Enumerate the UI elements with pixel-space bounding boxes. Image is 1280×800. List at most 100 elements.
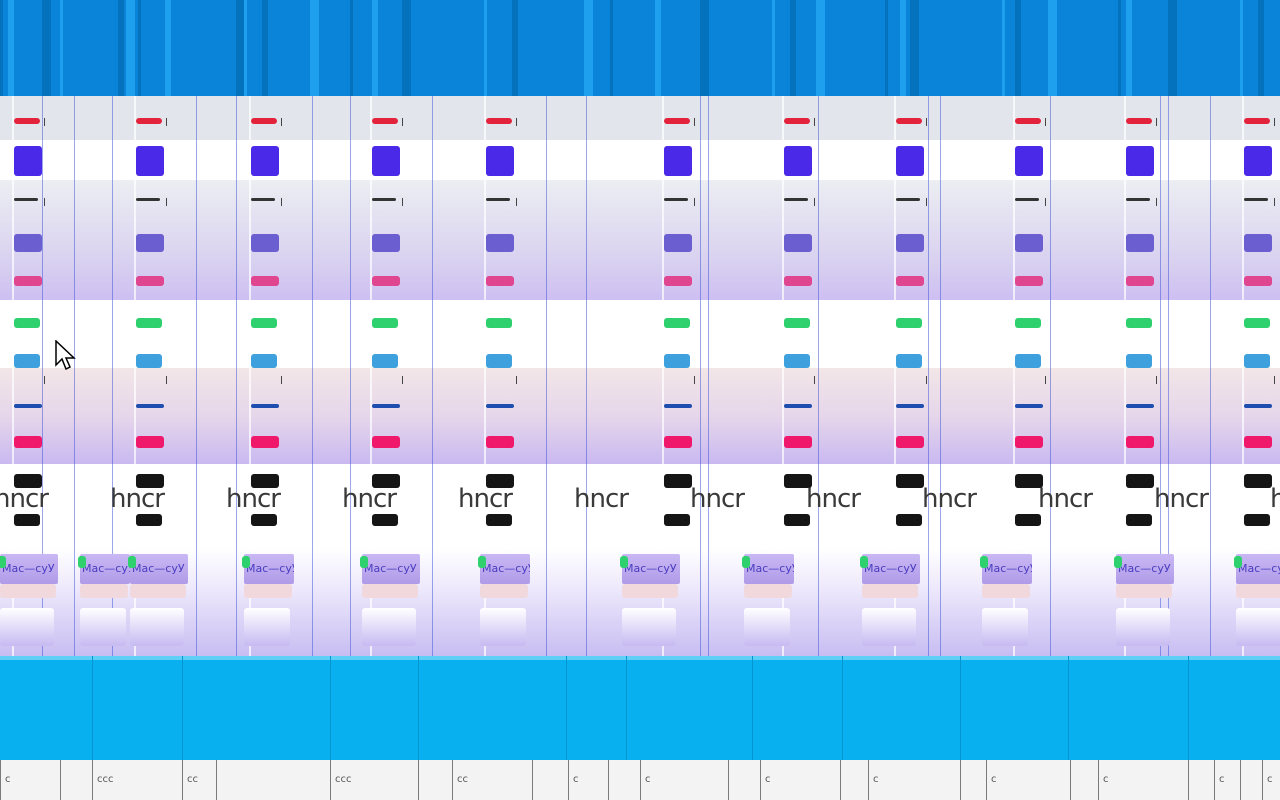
glitch-mark	[251, 318, 277, 328]
glitch-chip-base	[982, 584, 1030, 598]
top-stripe	[165, 0, 171, 96]
glitch-line	[196, 96, 197, 656]
glitch-mark	[664, 234, 692, 252]
glitch-chip-flag	[128, 556, 136, 568]
glitch-divider	[662, 96, 664, 656]
glitch-mark	[896, 404, 924, 408]
glitch-divider	[12, 96, 14, 656]
glitch-line	[112, 96, 113, 656]
glitch-chip: Мас—суУ	[80, 554, 130, 584]
top-stripe	[700, 0, 709, 96]
glitch-tick	[1156, 118, 1157, 126]
glitch-line	[1050, 96, 1051, 656]
glitch-mark	[784, 276, 812, 286]
glitch-chip-shadow	[982, 608, 1028, 646]
glitch-divider	[484, 96, 486, 656]
glitch-chip-flag	[478, 556, 486, 568]
taskbar-segment: c	[868, 760, 879, 800]
glitch-ghost-text: hncr	[1270, 484, 1280, 514]
glitch-ghost-text: hncr	[226, 484, 281, 514]
top-stripe	[350, 0, 353, 96]
glitch-line	[432, 96, 433, 656]
glitch-mark	[14, 118, 40, 124]
glitch-mark	[664, 404, 692, 408]
glitch-chip: Мас—суУ	[1116, 554, 1174, 584]
glitch-ghost-text: hncr	[806, 484, 861, 514]
glitch-mark	[136, 404, 164, 408]
glitch-mark	[14, 146, 42, 176]
glitch-mark	[664, 146, 692, 176]
glitch-mark	[896, 234, 924, 252]
top-stripe	[900, 0, 906, 96]
glitch-row-bg	[0, 300, 1280, 368]
top-stripe	[790, 0, 796, 96]
glitch-mark	[664, 118, 690, 124]
glitch-chip: Мас—суУ	[0, 554, 58, 584]
glitch-chip-shadow	[862, 608, 916, 646]
taskbar-segment-label: cc	[457, 774, 468, 785]
top-stripe	[310, 0, 319, 96]
glitch-mark	[1244, 404, 1272, 408]
glitch-chip-base	[1116, 584, 1172, 598]
glitch-area: hncr hncr hncr hncr hncr hncr hncr hncr hncr hncr…	[0, 96, 1280, 656]
bottom-band	[0, 656, 1280, 760]
bottom-stripe	[1188, 656, 1189, 760]
top-stripe	[885, 0, 888, 96]
glitch-mark	[1244, 146, 1272, 176]
glitch-divider	[894, 96, 896, 656]
glitch-mark	[136, 234, 164, 252]
top-stripe	[402, 0, 411, 96]
bottom-stripe	[960, 656, 961, 760]
glitch-mark	[486, 354, 512, 368]
top-stripe	[126, 0, 135, 96]
glitch-mark	[784, 354, 810, 368]
glitch-tick	[402, 118, 403, 126]
glitch-mark	[486, 146, 514, 176]
glitch-line	[42, 96, 43, 656]
glitch-tick	[694, 376, 695, 384]
glitch-mark	[1126, 474, 1154, 488]
glitch-tick	[926, 376, 927, 384]
glitch-mark	[1126, 276, 1154, 286]
glitch-chip-shadow	[80, 608, 126, 646]
glitch-mark	[784, 234, 812, 252]
taskbar-segment: ccc	[92, 760, 114, 800]
taskbar-segment: ccc	[330, 760, 352, 800]
glitch-tick	[281, 376, 282, 384]
glitch-chip-base	[130, 584, 186, 598]
top-stripe	[910, 0, 919, 96]
top-stripe	[610, 0, 613, 96]
glitch-mark	[14, 514, 40, 526]
glitch-tick	[1156, 198, 1157, 206]
glitch-divider	[1242, 96, 1244, 656]
glitch-mark	[896, 198, 920, 201]
glitch-tick	[402, 198, 403, 206]
glitch-mark	[14, 234, 42, 252]
taskbar-segment: c	[1214, 760, 1225, 800]
glitch-mark	[372, 514, 398, 526]
glitch-chip-flag	[1234, 556, 1242, 568]
glitch-mark	[1244, 318, 1270, 328]
taskbar-segment-label: ccc	[335, 774, 352, 785]
glitch-mark	[1015, 198, 1039, 201]
glitch-mark	[486, 198, 510, 201]
glitch-ghost-text: hncr	[574, 484, 629, 514]
glitch-line	[1160, 96, 1161, 656]
taskbar-segment	[216, 760, 221, 800]
glitch-line	[700, 96, 701, 656]
glitch-line	[586, 96, 587, 656]
glitch-line	[928, 96, 929, 656]
glitch-divider	[370, 96, 372, 656]
glitch-divider	[1013, 96, 1015, 656]
bottom-stripe	[842, 656, 843, 760]
glitch-mark	[251, 276, 279, 286]
glitch-tick	[1045, 118, 1046, 126]
glitch-chip-shadow	[1236, 608, 1280, 646]
glitch-mark	[372, 146, 400, 176]
glitch-mark	[251, 474, 279, 488]
glitch-ghost-text: hncr	[458, 484, 513, 514]
glitch-mark	[896, 474, 924, 488]
taskbar-segment-label: c	[1219, 774, 1225, 785]
glitch-mark	[784, 198, 808, 201]
glitch-tick	[166, 198, 167, 206]
